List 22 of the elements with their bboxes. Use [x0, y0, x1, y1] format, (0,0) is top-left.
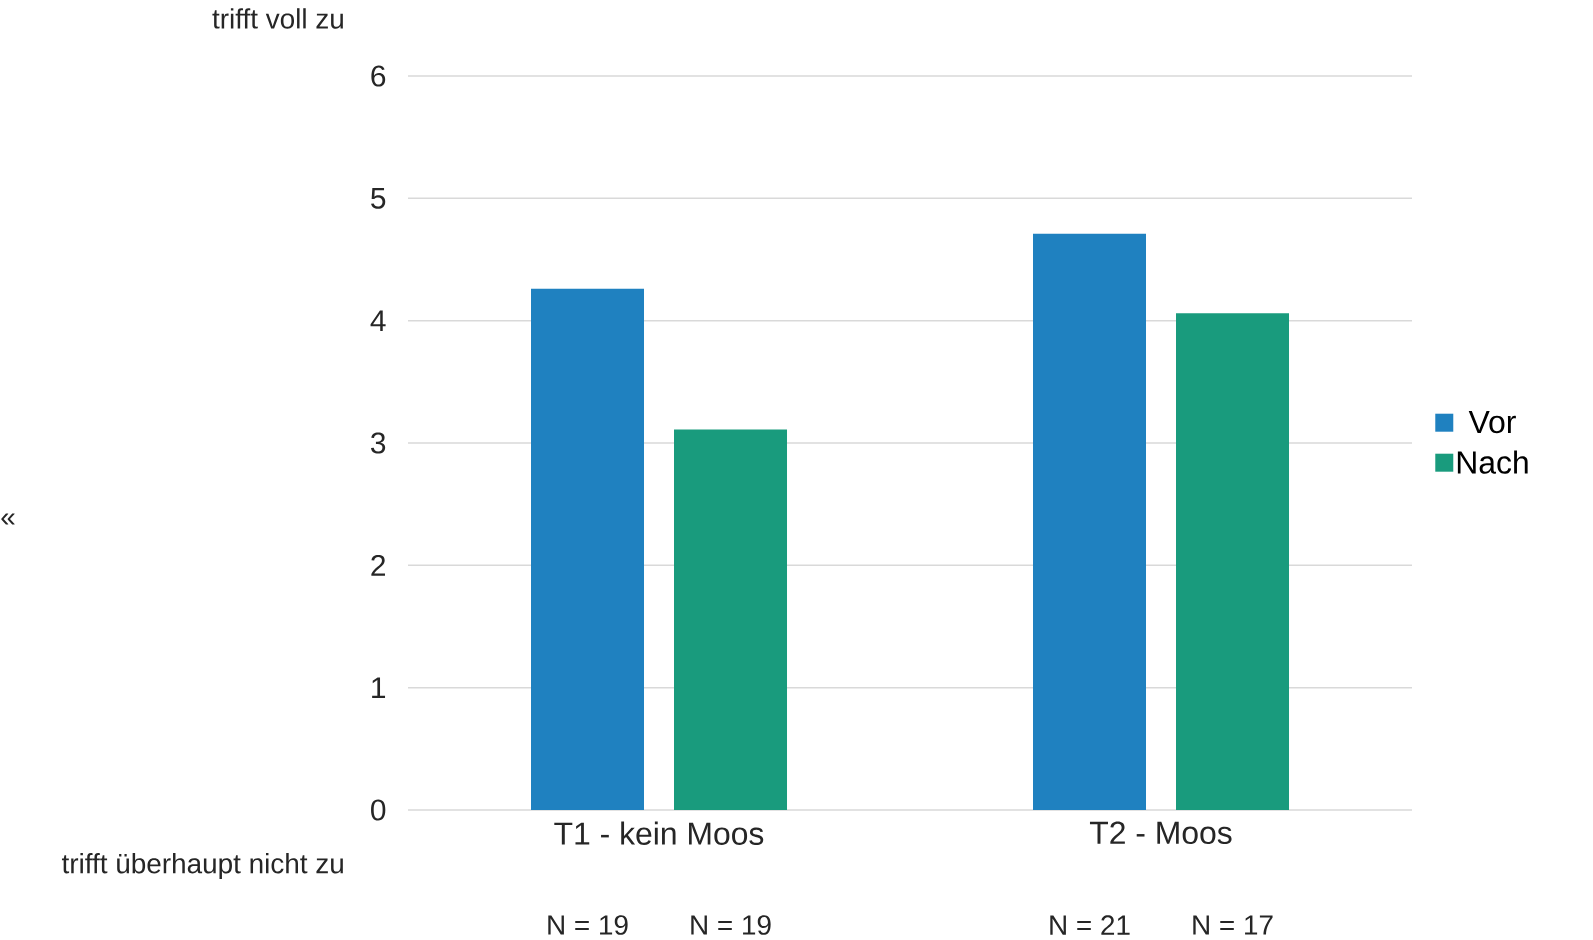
- y-tick-label: 2: [371, 554, 385, 576]
- x-tick-label: T2 - Moos: [1089, 821, 1232, 845]
- y-tick-label: 5: [371, 187, 386, 209]
- text: N = 19: [548, 915, 628, 935]
- y-tick-label: 1: [372, 677, 386, 698]
- text: trifft überhaupt nicht zu: [61, 853, 343, 879]
- text: trifft voll zu: [212, 8, 343, 29]
- text: N = 19: [691, 915, 771, 935]
- x-tick-label: T1 - kein Moos: [554, 821, 764, 845]
- bar: [531, 288, 644, 810]
- y-tick-label: 4: [370, 310, 386, 331]
- y-tick-label: 3: [371, 432, 386, 454]
- bar: [674, 429, 788, 810]
- bar: [1033, 233, 1146, 810]
- y-tick-label: 0: [371, 799, 386, 821]
- text: N = 17: [1193, 915, 1273, 935]
- legend-label: Nach: [1457, 450, 1528, 474]
- bar: [1176, 313, 1290, 810]
- y-tick-label: 6: [371, 65, 386, 87]
- legend-label: Vor: [1468, 411, 1516, 434]
- text: N = 21: [1050, 915, 1130, 935]
- text: «: [1, 513, 15, 525]
